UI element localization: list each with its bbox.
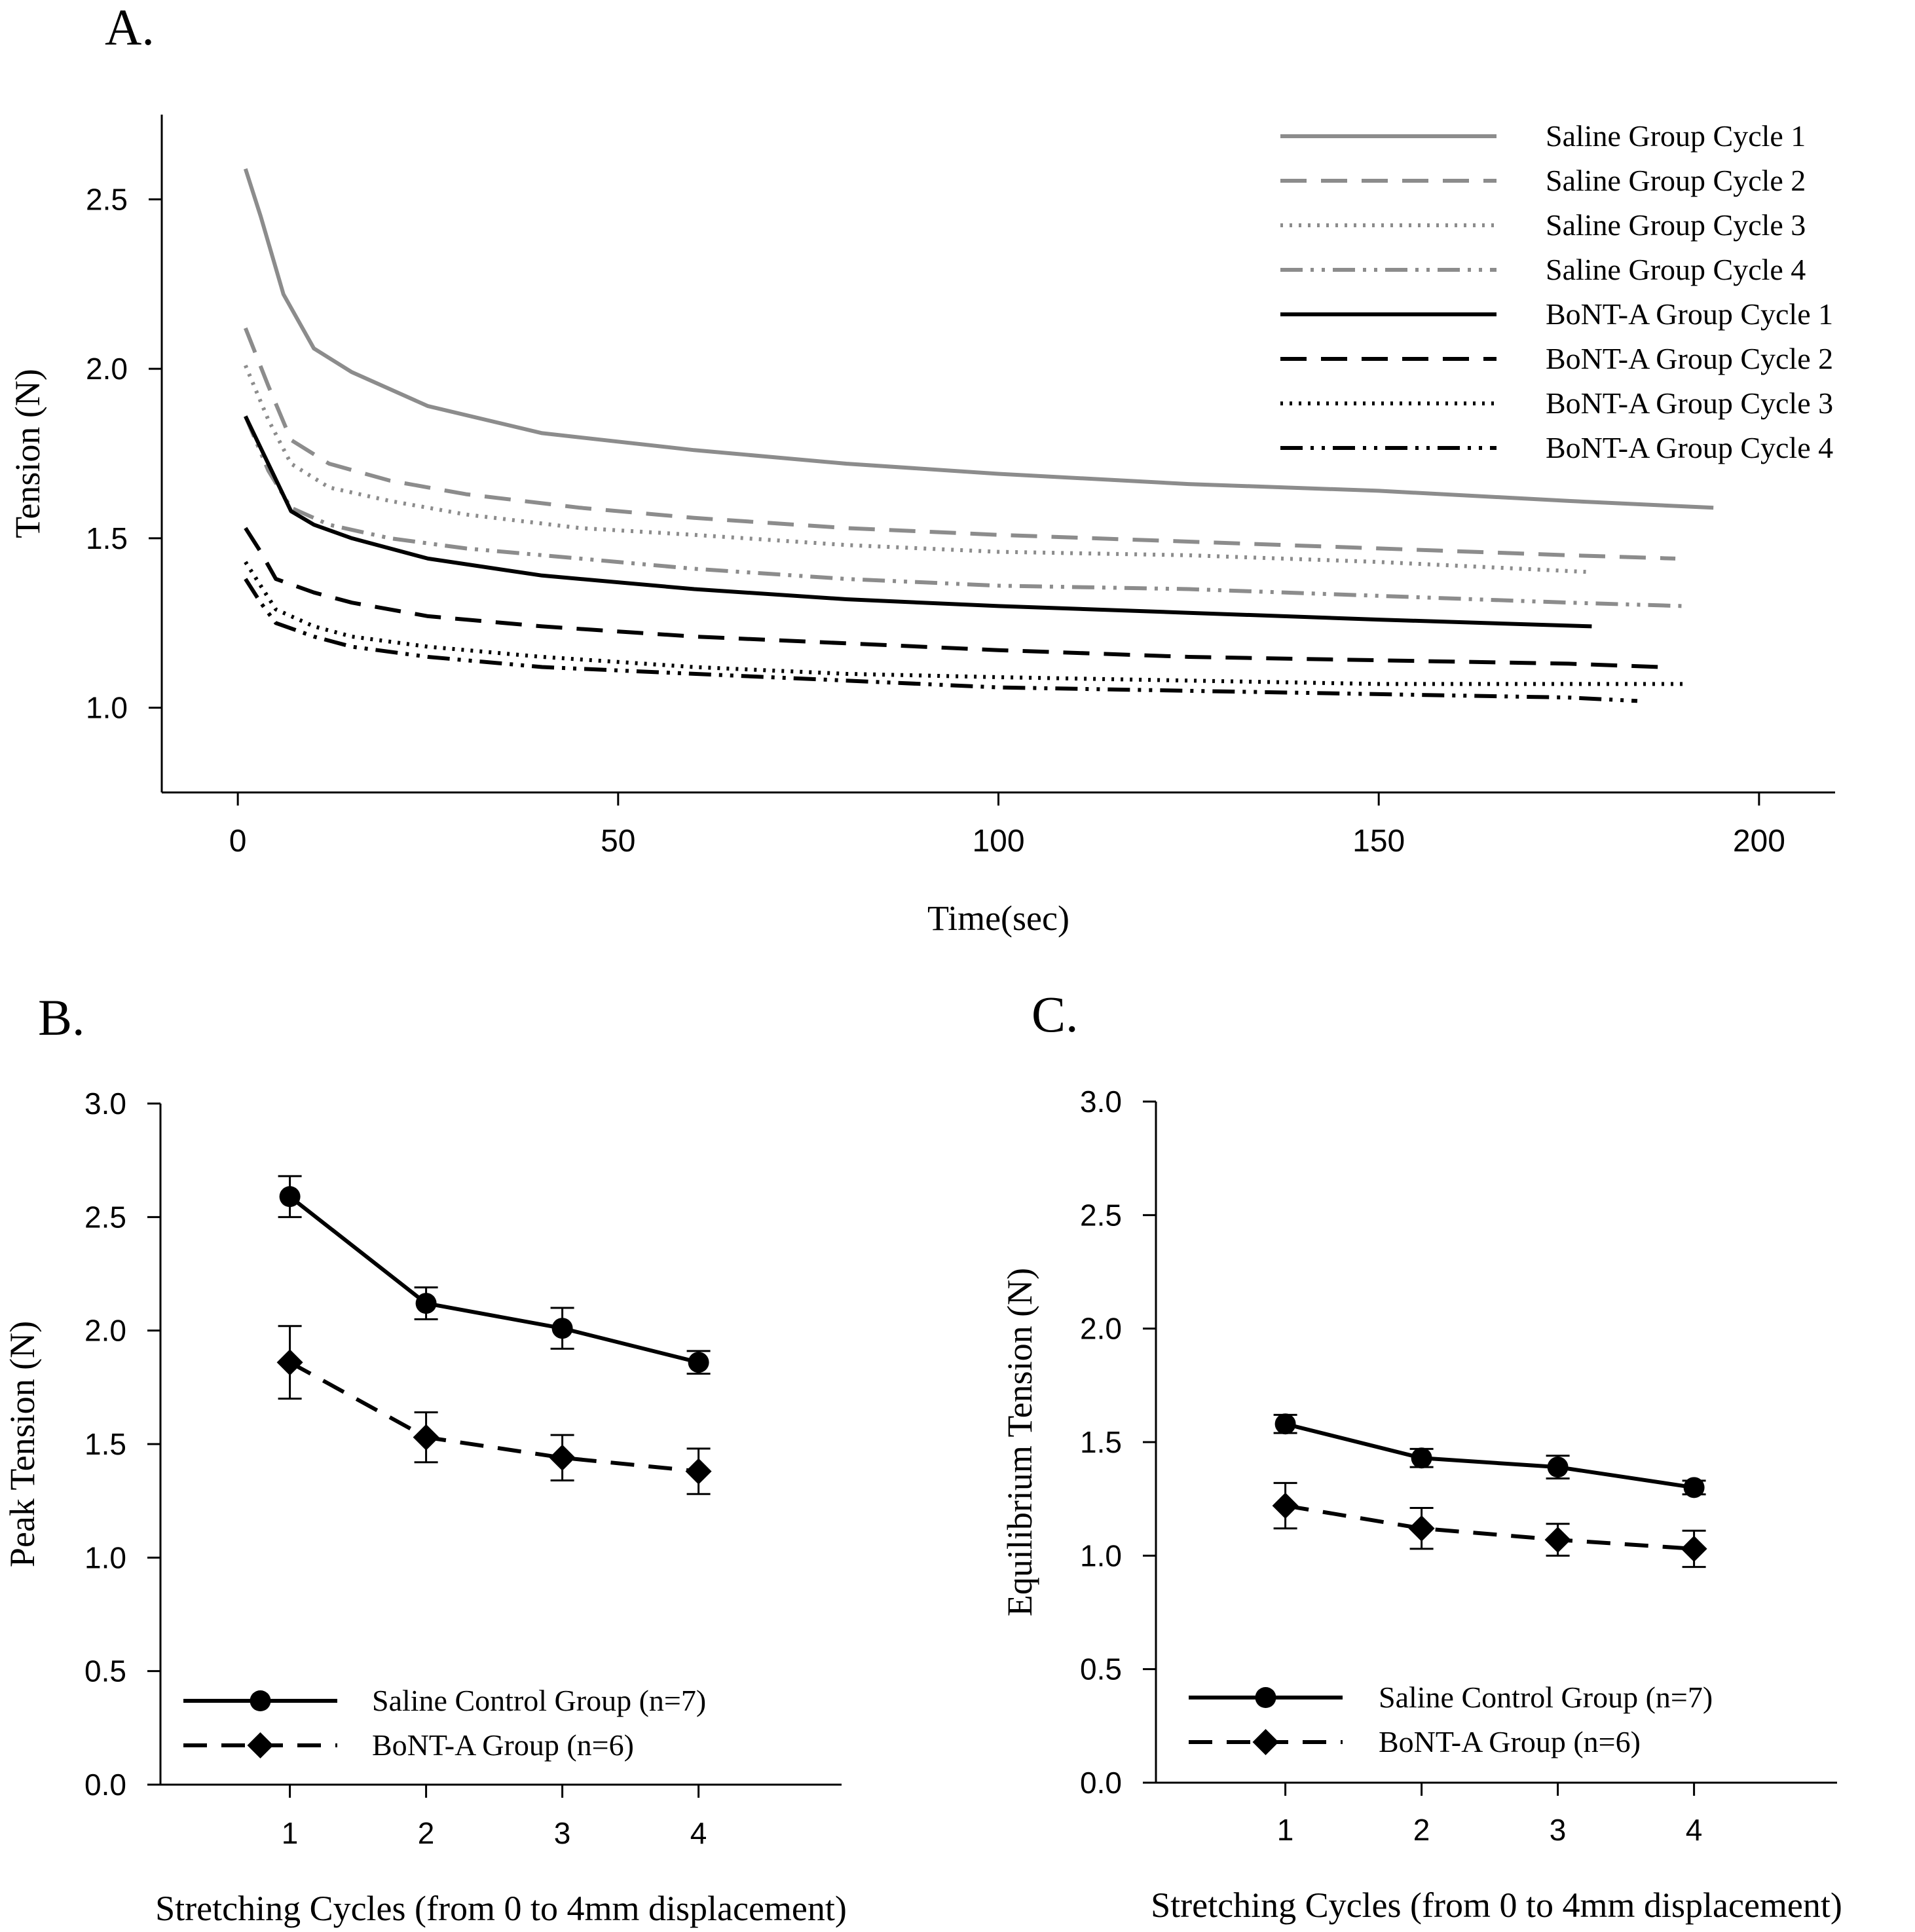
legend-marker (250, 1690, 271, 1711)
data-point (1274, 1413, 1296, 1435)
data-point (685, 1458, 712, 1485)
panel-label: B. (38, 989, 85, 1046)
x-axis-label: Stretching Cycles (from 0 to 4mm displac… (155, 1889, 847, 1928)
data-point (1681, 1535, 1707, 1562)
y-axis-label: Peak Tension (N) (3, 1321, 42, 1567)
legend-marker (1252, 1729, 1279, 1755)
data-point (276, 1349, 303, 1376)
x-tick-label: 4 (690, 1816, 707, 1850)
x-tick-label: 1 (282, 1816, 299, 1850)
series-bont-a-group-cycle-4 (244, 578, 1638, 703)
series-line (288, 1195, 699, 1365)
series-bont-a-group-cycle-3 (244, 561, 1683, 686)
chart-panel-a: A. 1.0 1.5 2.0 2.5 0 50 100 150 200 Time(sec) Tensi… (8, 0, 1835, 938)
legend-label: Saline Group Cycle 2 (1546, 164, 1806, 197)
series-line (244, 578, 1638, 703)
series-saline-group-cycle-2 (244, 327, 1676, 561)
series-line (244, 327, 1676, 561)
series-bont-a-group-n-6 (276, 1325, 712, 1495)
data-point (413, 1424, 439, 1451)
series-bont-a-group-n-6 (1272, 1481, 1707, 1569)
y-tick-label: 0.0 (1080, 1766, 1122, 1800)
x-tick-label: 150 (1352, 824, 1405, 859)
y-tick-label: 1.5 (1080, 1425, 1122, 1459)
y-tick-label: 2.5 (84, 1200, 126, 1234)
x-axis-label: Stretching Cycles (from 0 to 4mm displac… (1151, 1886, 1842, 1925)
x-tick-label: 3 (554, 1816, 571, 1850)
data-point (688, 1352, 709, 1373)
y-tick-label: 0.5 (1080, 1652, 1122, 1686)
y-tick-label: 2.0 (86, 352, 128, 386)
data-point (1683, 1477, 1705, 1498)
series-bont-a-group-cycle-2 (244, 527, 1661, 669)
data-point (549, 1444, 576, 1471)
y-tick-label: 1.0 (86, 691, 128, 725)
data-point (551, 1318, 573, 1339)
series-line (244, 527, 1661, 669)
x-tick-label: 4 (1686, 1813, 1703, 1847)
legend-label: BoNT-A Group Cycle 3 (1546, 386, 1833, 420)
series-line (243, 168, 1714, 510)
y-tick-label: 3.0 (84, 1087, 126, 1121)
legend-label: Saline Control Group (n=7) (372, 1684, 706, 1717)
series-line (1284, 1422, 1695, 1490)
y-tick-label: 2.5 (1080, 1198, 1122, 1232)
series-line (289, 1360, 699, 1474)
x-tick-label: 200 (1733, 824, 1785, 859)
series-bont-a-group-cycle-1 (244, 415, 1592, 629)
series-saline-group-cycle-4 (244, 415, 1683, 608)
legend-label: Saline Control Group (n=7) (1379, 1681, 1713, 1714)
series-saline-control-group-n-7 (1273, 1413, 1706, 1498)
y-tick-label: 1.0 (1080, 1538, 1122, 1572)
x-axis-label: Time(sec) (927, 899, 1069, 938)
series-line (244, 415, 1683, 608)
y-axis-label: Tension (N) (8, 369, 47, 538)
legend-label: BoNT-A Group Cycle 1 (1546, 297, 1833, 331)
panel-label: A. (105, 0, 155, 56)
legend-label: BoNT-A Group (n=6) (372, 1728, 634, 1762)
chart-panel-c: C. 0.0 0.5 1.0 1.5 2.0 2.5 3.0 1 2 3 4 Stretching Cy… (1000, 986, 1842, 1925)
series-saline-group-cycle-1 (243, 168, 1714, 510)
x-tick-label: 1 (1277, 1813, 1294, 1847)
legend-label: Saline Group Cycle 3 (1546, 208, 1806, 242)
data-point (1272, 1493, 1299, 1519)
series-saline-control-group-n-7 (278, 1175, 711, 1375)
y-tick-label: 2.5 (86, 182, 128, 216)
y-tick-label: 2.0 (84, 1314, 126, 1348)
data-point (1411, 1447, 1432, 1469)
y-tick-label: 0.5 (84, 1654, 126, 1688)
series-line (244, 415, 1592, 629)
y-tick-label: 0.0 (84, 1768, 126, 1802)
panel-label: C. (1032, 986, 1079, 1043)
legend-label: BoNT-A Group Cycle 2 (1546, 342, 1833, 375)
legend-marker (1255, 1687, 1276, 1708)
x-tick-label: 2 (418, 1816, 435, 1850)
data-point (279, 1186, 301, 1208)
data-point (1544, 1527, 1571, 1553)
x-tick-label: 2 (1413, 1813, 1430, 1847)
x-tick-label: 3 (1550, 1813, 1567, 1847)
chart-panel-b: B. 0.0 0.5 1.0 1.5 2.0 2.5 3.0 1 2 3 4 Stretching Cy… (3, 989, 847, 1928)
y-tick-label: 1.0 (84, 1540, 126, 1574)
legend-label: BoNT-A Group (n=6) (1379, 1725, 1641, 1758)
series-line (244, 561, 1683, 686)
y-tick-label: 2.0 (1080, 1312, 1122, 1346)
y-axis-label: Equilibrium Tension (N) (1000, 1268, 1039, 1616)
x-tick-label: 50 (601, 824, 635, 859)
legend-label: Saline Group Cycle 4 (1546, 253, 1806, 286)
data-point (1408, 1515, 1435, 1542)
x-tick-label: 100 (972, 824, 1024, 859)
x-tick-label: 0 (229, 824, 247, 859)
legend-label: Saline Group Cycle 1 (1546, 119, 1806, 153)
data-point (415, 1293, 437, 1314)
legend-marker (247, 1732, 274, 1758)
y-tick-label: 3.0 (1080, 1085, 1122, 1119)
y-tick-label: 1.5 (84, 1427, 126, 1461)
legend-label: BoNT-A Group Cycle 4 (1546, 431, 1833, 464)
data-point (1547, 1457, 1569, 1478)
series-line (1285, 1504, 1694, 1551)
y-tick-label: 1.5 (86, 521, 128, 555)
